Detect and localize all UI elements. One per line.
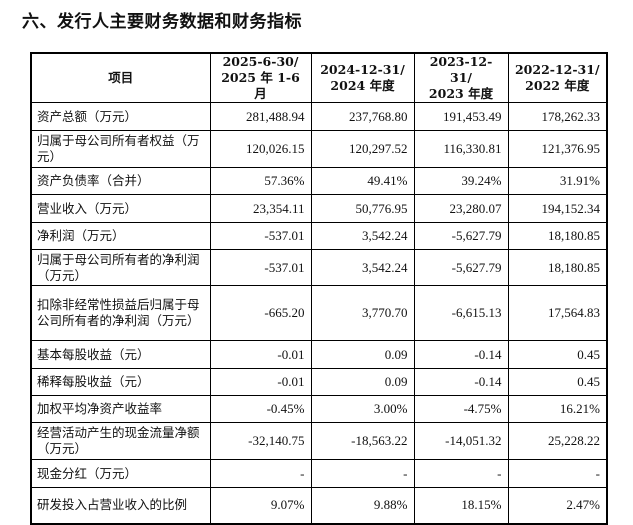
cell-value: -537.01 [209,222,312,250]
cell-value: -0.01 [209,340,312,369]
table-row: 净利润（万元） -537.01 3,542.24 -5,627.79 18,180.85 [30,222,608,250]
row-label: 研发投入占营业收入的比例 [30,487,211,524]
cell-value: 18.15% [413,487,509,524]
column-header-period: 2024-12-31/ 2024 年度 [310,52,415,103]
cell-value: 120,026.15 [209,130,312,168]
cell-value: - [413,459,509,488]
cell-value: 194,152.34 [507,194,608,223]
cell-value: -18,563.22 [310,422,415,460]
cell-value: 237,768.80 [310,102,415,131]
row-label: 现金分红（万元） [30,459,211,488]
table-row: 资产负债率（合并） 57.36% 49.41% 39.24% 31.91% [30,167,608,195]
table-row: 经营活动产生的现金流量净额（万元） -32,140.75 -18,563.22 -14… [30,422,608,460]
row-label: 资产负债率（合并） [30,167,211,195]
cell-value: 178,262.33 [507,102,608,131]
cell-value: - [507,459,608,488]
cell-value: 121,376.95 [507,130,608,168]
table-row: 资产总额（万元） 281,488.94 237,768.80 191,453.49 17… [30,102,608,131]
table-row: 现金分红（万元） - - - - [30,459,608,488]
cell-value: 25,228.22 [507,422,608,460]
table-row: 基本每股收益（元） -0.01 0.09 -0.14 0.45 [30,340,608,369]
cell-value: -6,615.13 [413,285,509,341]
row-label: 资产总额（万元） [30,102,211,131]
table-header-row: 项目 2025-6-30/ 2025 年 1-6 月 2024-12-31/ 202… [30,52,608,103]
cell-value: 0.09 [310,340,415,369]
table-row: 归属于母公司所有者权益（万元） 120,026.15 120,297.52 116,3… [30,130,608,168]
cell-value: 0.45 [507,340,608,369]
cell-value: -14,051.32 [413,422,509,460]
cell-value: -4.75% [413,395,509,423]
cell-value: 49.41% [310,167,415,195]
cell-value: 3,542.24 [310,222,415,250]
cell-value: 57.36% [209,167,312,195]
cell-value: 16.21% [507,395,608,423]
cell-value: - [310,459,415,488]
row-label: 稀释每股收益（元） [30,368,211,396]
table-row: 归属于母公司所有者的净利润（万元） -537.01 3,542.24 -5,627.7… [30,249,608,286]
cell-value: -0.14 [413,340,509,369]
cell-value: -0.45% [209,395,312,423]
cell-value: 18,180.85 [507,222,608,250]
cell-value: 23,354.11 [209,194,312,223]
cell-value: - [209,459,312,488]
cell-value: 191,453.49 [413,102,509,131]
cell-value: 3,770.70 [310,285,415,341]
row-label: 基本每股收益（元） [30,340,211,369]
cell-value: 3.00% [310,395,415,423]
table-row: 营业收入（万元） 23,354.11 50,776.95 23,280.07 194,1… [30,194,608,223]
cell-value: 50,776.95 [310,194,415,223]
table-row: 研发投入占营业收入的比例 9.07% 9.88% 18.15% 2.47% [30,487,608,524]
row-label: 营业收入（万元） [30,194,211,223]
column-header-item: 项目 [30,52,211,103]
cell-value: -0.01 [209,368,312,396]
cell-value: -5,627.79 [413,222,509,250]
cell-value: 120,297.52 [310,130,415,168]
cell-value: 3,542.24 [310,249,415,286]
cell-value: 17,564.83 [507,285,608,341]
cell-value: 9.88% [310,487,415,524]
row-label: 加权平均净资产收益率 [30,395,211,423]
table-row: 扣除非经常性损益后归属于母公司所有者的净利润（万元） -665.20 3,770.7… [30,285,608,341]
cell-value: 23,280.07 [413,194,509,223]
row-label: 归属于母公司所有者权益（万元） [30,130,211,168]
table-row: 稀释每股收益（元） -0.01 0.09 -0.14 0.45 [30,368,608,396]
cell-value: -5,627.79 [413,249,509,286]
column-header-period: 2022-12-31/ 2022 年度 [507,52,608,103]
financial-data-table: 项目 2025-6-30/ 2025 年 1-6 月 2024-12-31/ 202… [30,52,608,525]
cell-value: 0.09 [310,368,415,396]
cell-value: -665.20 [209,285,312,341]
cell-value: 31.91% [507,167,608,195]
cell-value: -0.14 [413,368,509,396]
column-header-period: 2025-6-30/ 2025 年 1-6 月 [209,52,312,103]
table-row: 加权平均净资产收益率 -0.45% 3.00% -4.75% 16.21% [30,395,608,423]
column-header-period: 2023-12-31/ 2023 年度 [413,52,509,103]
cell-value: 2.47% [507,487,608,524]
row-label: 扣除非经常性损益后归属于母公司所有者的净利润（万元） [30,285,211,341]
section-title: 六、发行人主要财务数据和财务指标 [22,12,302,32]
row-label: 净利润（万元） [30,222,211,250]
cell-value: 39.24% [413,167,509,195]
cell-value: 116,330.81 [413,130,509,168]
cell-value: 9.07% [209,487,312,524]
row-label: 归属于母公司所有者的净利润（万元） [30,249,211,286]
cell-value: 18,180.85 [507,249,608,286]
cell-value: -537.01 [209,249,312,286]
cell-value: 281,488.94 [209,102,312,131]
row-label: 经营活动产生的现金流量净额（万元） [30,422,211,460]
cell-value: 0.45 [507,368,608,396]
cell-value: -32,140.75 [209,422,312,460]
